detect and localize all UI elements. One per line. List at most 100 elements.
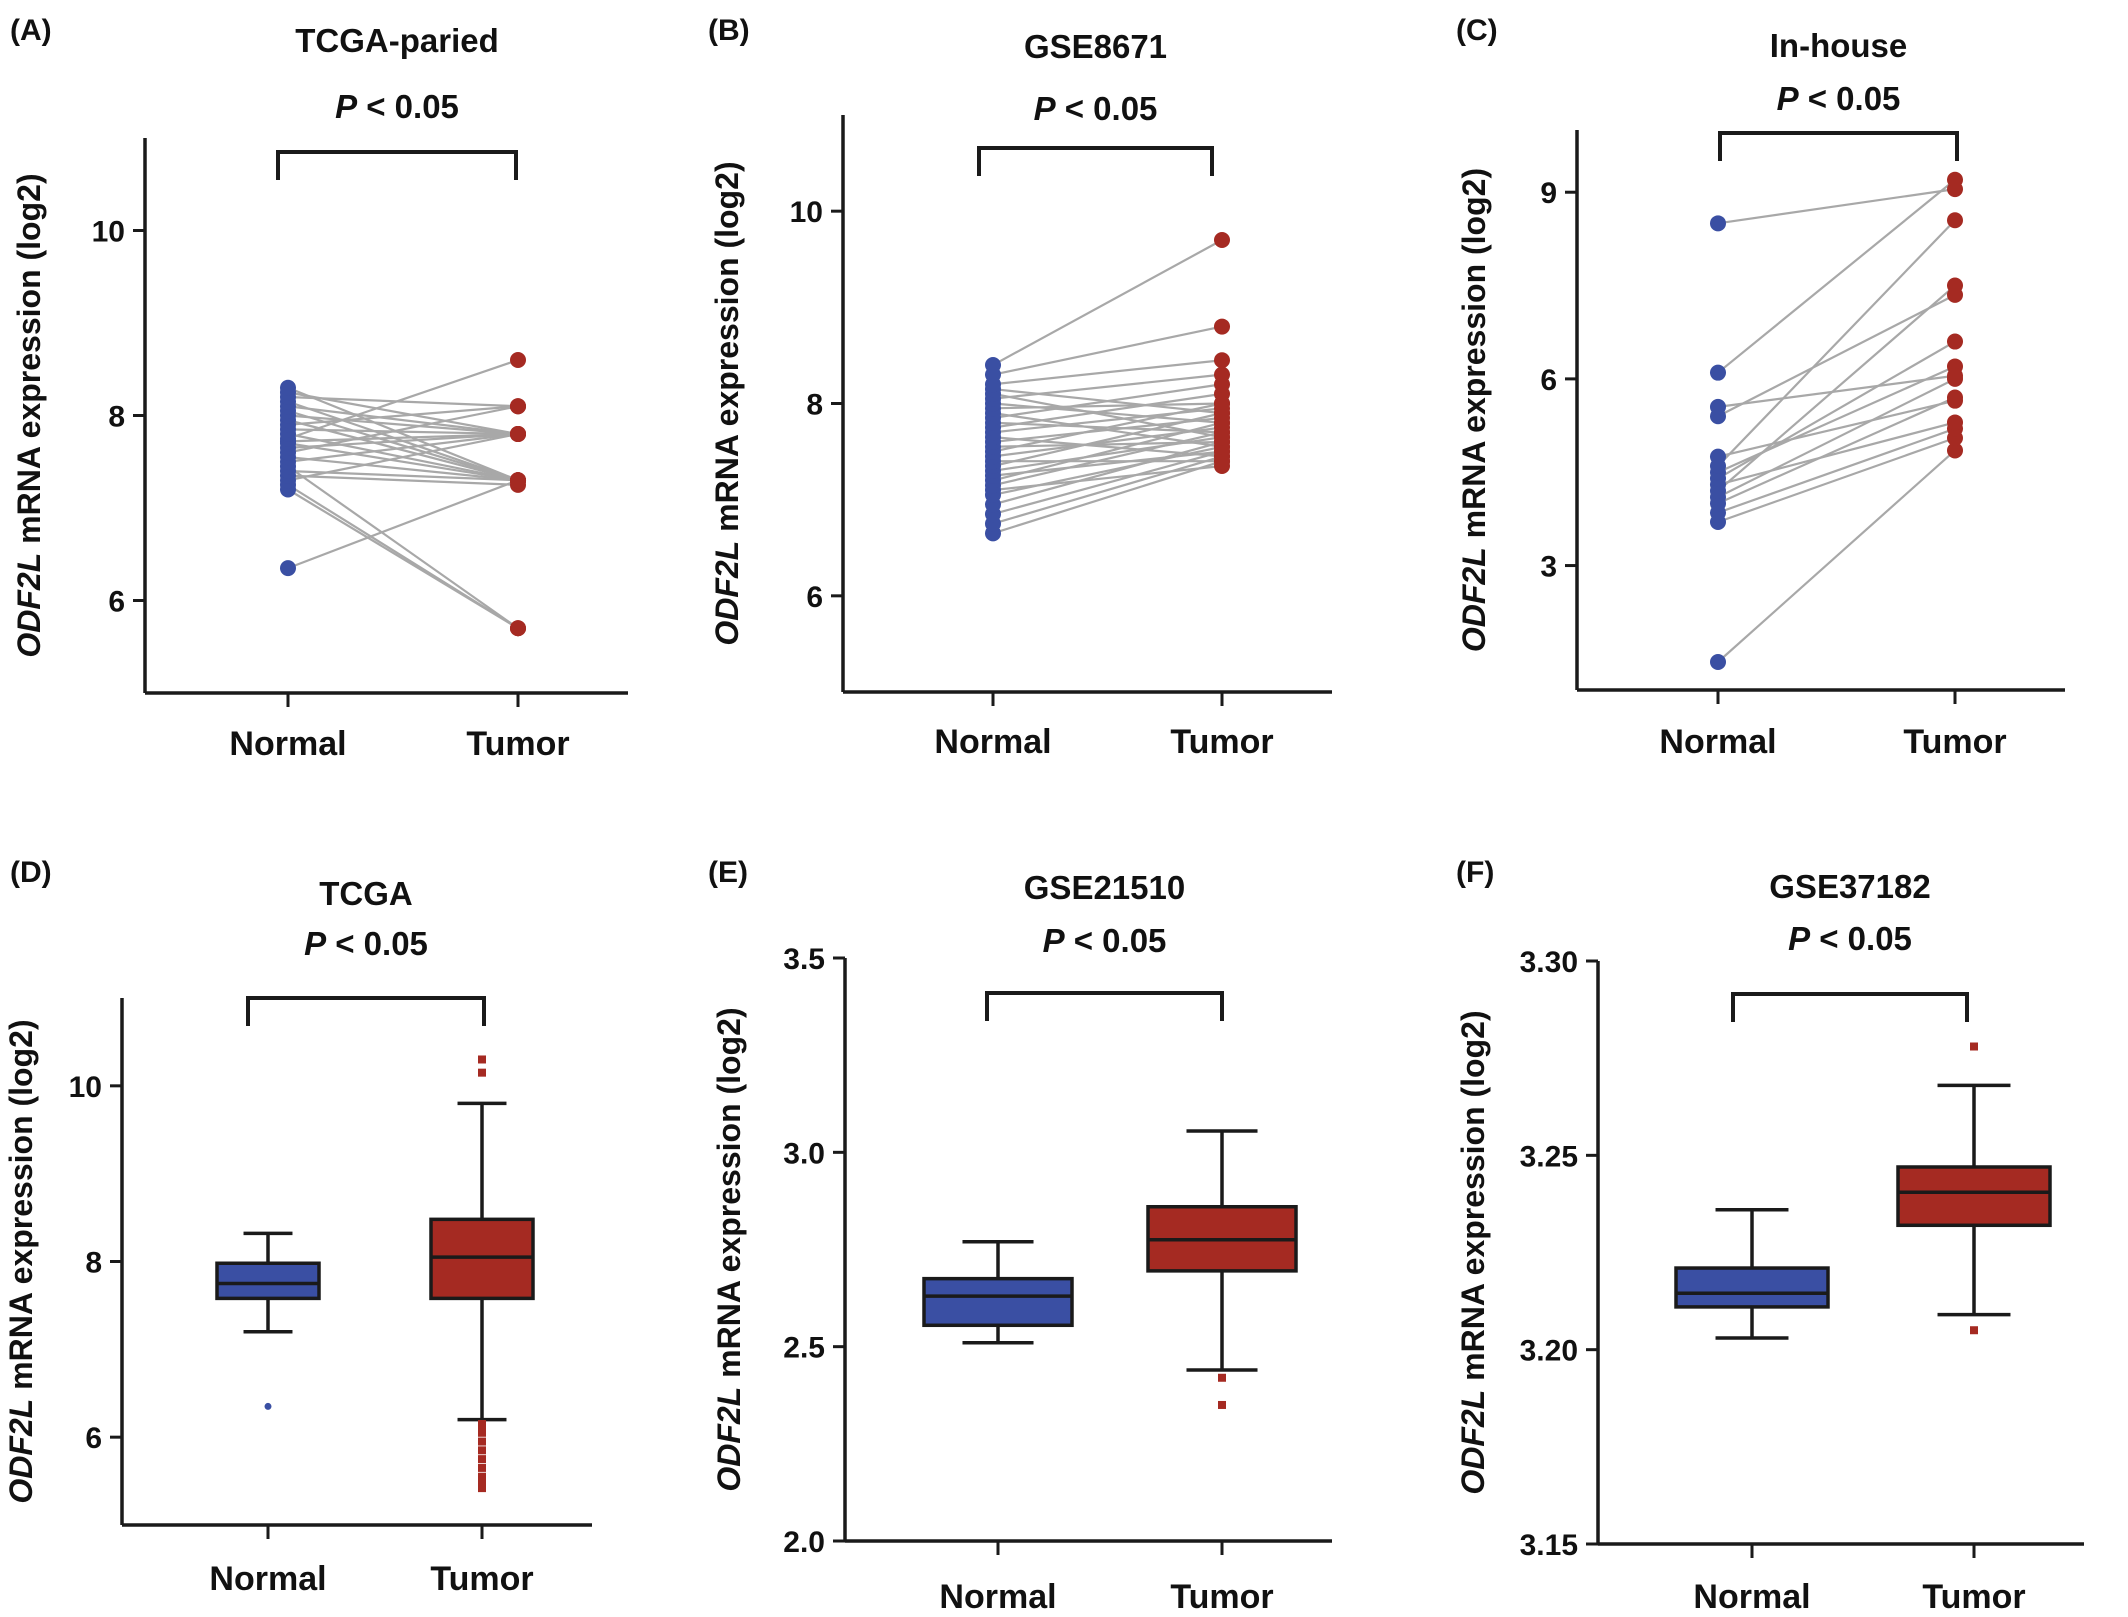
pair-line	[287, 432, 519, 482]
outlier-point	[478, 1455, 486, 1464]
x-tick-label: Normal	[1693, 1578, 1810, 1616]
chart-panel-0: (A) TCGA-paried P < 0.05 6 8 10 Normal Tumor ODF…	[10, 14, 628, 763]
pair-line	[287, 414, 519, 436]
pair-lines	[992, 239, 1223, 535]
pair-line	[992, 359, 1223, 386]
pair-line	[1717, 377, 1956, 499]
y-axis-label-text: mRNA expression (log2)	[1455, 1010, 1491, 1389]
y-axis-label-gene: ODF2L	[1455, 1390, 1491, 1495]
p-value-text: < 0.05	[1065, 922, 1167, 959]
p-value-text: < 0.05	[326, 925, 428, 962]
pair-line	[287, 405, 519, 436]
chart-title: TCGA-paried	[295, 22, 499, 59]
y-tick-label: 3.15	[1520, 1529, 1578, 1562]
p-value-symbol: P	[1034, 90, 1057, 127]
x-tick-label: Tumor	[1903, 723, 2006, 761]
tumor-point	[510, 620, 526, 637]
pair-line	[1717, 365, 1956, 474]
significance-bracket	[246, 996, 486, 1026]
pair-line	[1717, 399, 1956, 458]
normal-point	[1710, 215, 1726, 232]
x-tick-label: Normal	[934, 723, 1051, 761]
y-axis-label: ODF2L mRNA expression (log2)	[711, 1007, 747, 1491]
y-axis-label-gene: ODF2L	[1456, 547, 1492, 652]
y-tick-label: 8	[108, 401, 125, 434]
tumor-point	[1947, 392, 1963, 409]
chart-panel-3: (D) TCGA P < 0.05 6 8 10 Normal Tumor ODF2L mRNA…	[3, 856, 592, 1598]
significance-bracket	[985, 991, 1224, 1021]
chart-panel-5: (F) GSE37182 P < 0.05 3.15 3.20 3.25 3.30 Norma…	[1455, 856, 2084, 1616]
panel-label: (F)	[1456, 856, 1494, 889]
y-tick-label: 2.5	[783, 1332, 825, 1365]
outlier-point	[478, 1477, 486, 1486]
tumor-point	[1214, 232, 1230, 249]
pair-line	[992, 392, 1223, 439]
pair-line	[287, 419, 519, 482]
tumor-point	[510, 398, 526, 415]
y-tick-label: 3.5	[783, 943, 825, 976]
pair-line	[287, 479, 519, 570]
y-tick-label: 10	[790, 196, 823, 229]
pair-line	[287, 391, 519, 436]
pair-line	[992, 407, 1223, 434]
p-value-symbol: P	[335, 88, 358, 125]
p-value-text: < 0.05	[357, 88, 459, 125]
pair-line	[1717, 284, 1956, 492]
y-tick-label: 10	[69, 1071, 102, 1104]
pair-line	[992, 426, 1223, 458]
tumor-point	[1947, 333, 1963, 350]
pair-line	[1717, 188, 1956, 225]
outlier-point	[478, 1437, 486, 1446]
p-value-label: P < 0.05	[335, 88, 459, 125]
y-axis-label-gene: ODF2L	[709, 541, 745, 646]
pair-line	[992, 239, 1223, 366]
outlier-point	[478, 1472, 486, 1481]
pair-line	[992, 440, 1223, 448]
outlier-point	[478, 1446, 486, 1455]
tumor-point	[1947, 181, 1963, 198]
p-value-text: < 0.05	[1056, 90, 1158, 127]
normal-point	[280, 560, 296, 577]
y-tick-label: 3.30	[1520, 946, 1578, 979]
x-tick-label: Tumor	[1922, 1578, 2025, 1616]
y-tick-label: 3	[1540, 551, 1557, 584]
normal-point	[1710, 364, 1726, 381]
p-value-symbol: P	[1777, 80, 1800, 117]
panel-label: (E)	[708, 856, 748, 889]
normal-point	[1710, 654, 1726, 670]
outlier-point	[478, 1422, 486, 1431]
pair-line	[1717, 427, 1956, 514]
pair-line	[287, 474, 519, 486]
p-value-text: < 0.05	[1799, 80, 1901, 117]
x-tick-label: Normal	[229, 725, 346, 763]
chart-title: GSE8671	[1024, 28, 1167, 65]
significance-bracket	[1718, 131, 1959, 161]
tumor-point	[1214, 366, 1230, 383]
pair-line	[992, 325, 1223, 376]
p-value-symbol: P	[1043, 922, 1066, 959]
chart-title: In-house	[1770, 27, 1908, 64]
normal-box	[1674, 1266, 1830, 1309]
tumor-point	[1947, 212, 1963, 229]
significance-bracket	[1731, 992, 1969, 1022]
x-tick-label: Normal	[1659, 723, 1776, 761]
x-tick-label: Tumor	[430, 1560, 533, 1598]
pair-line	[287, 469, 519, 482]
p-value-text: < 0.05	[1810, 920, 1912, 957]
outlier-point	[478, 1463, 486, 1472]
pair-line	[287, 432, 519, 443]
pair-line	[287, 409, 519, 482]
outlier-point	[1970, 1042, 1978, 1051]
pair-line	[287, 400, 519, 482]
pair-line	[992, 412, 1223, 448]
outlier-point	[1218, 1373, 1226, 1382]
pair-lines	[1717, 178, 1956, 663]
outlier-point	[478, 1055, 486, 1064]
chart-panel-4: (E) GSE21510 P < 0.05 2.0 2.5 3.0 3.5 Normal Tum…	[708, 856, 1332, 1616]
pair-line	[1717, 421, 1956, 486]
pair-line	[287, 483, 519, 630]
x-tick-label: Tumor	[1170, 723, 1273, 761]
p-value-symbol: P	[1788, 920, 1811, 957]
normal-point	[280, 379, 296, 396]
